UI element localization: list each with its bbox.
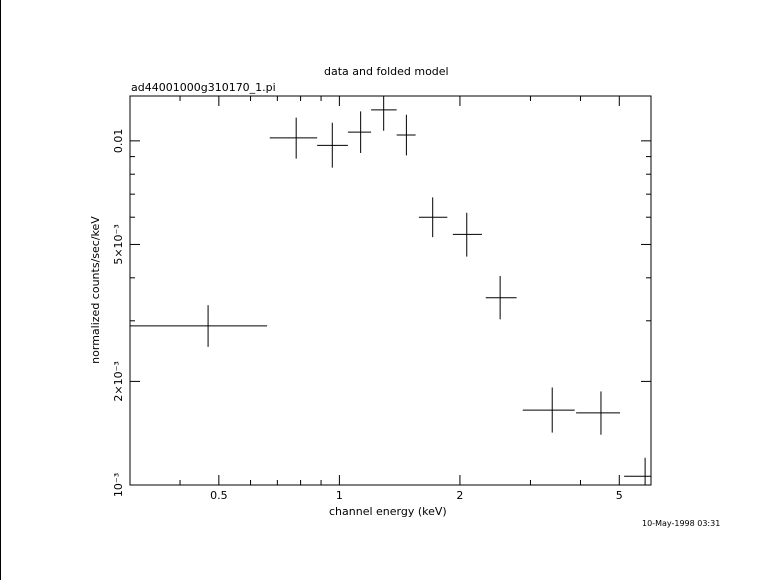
data-point <box>269 117 318 159</box>
data-point <box>396 114 416 156</box>
y-tick-label: 2×10⁻³ <box>112 361 125 401</box>
x-tick-label: 1 <box>336 489 343 502</box>
x-tick-label: 5 <box>616 489 623 502</box>
data-point <box>371 96 397 131</box>
plot-frame <box>129 95 652 486</box>
data-point <box>485 275 517 320</box>
chart-subtitle: ad44001000g310170_1.pi <box>131 81 276 94</box>
timestamp: 10-May-1998 03:31 <box>642 519 721 528</box>
data-point <box>522 387 575 433</box>
data-point <box>624 457 651 485</box>
data-point <box>347 111 372 153</box>
y-tick-label: 0.01 <box>112 129 125 154</box>
data-point <box>317 122 348 168</box>
left-border-line <box>0 0 1 580</box>
data-point <box>452 212 482 257</box>
tick-labels: 0.5 1 2 5 10⁻³ 2×10⁻³ 5×10⁻³ 0.01 <box>112 129 623 502</box>
tick-marks <box>129 96 652 486</box>
x-tick-label: 2 <box>456 489 463 502</box>
data-points <box>130 96 651 485</box>
y-axis-label: normalized counts/sec/keV <box>89 216 102 364</box>
y-tick-label: 10⁻³ <box>112 473 125 497</box>
data-point <box>576 391 620 435</box>
data-point <box>130 305 268 347</box>
data-point <box>418 197 448 238</box>
x-axis-label: channel energy (keV) <box>329 505 447 518</box>
y-tick-label: 5×10⁻³ <box>112 224 125 264</box>
x-tick-label: 0.5 <box>210 489 228 502</box>
chart-title: data and folded model <box>324 65 449 78</box>
